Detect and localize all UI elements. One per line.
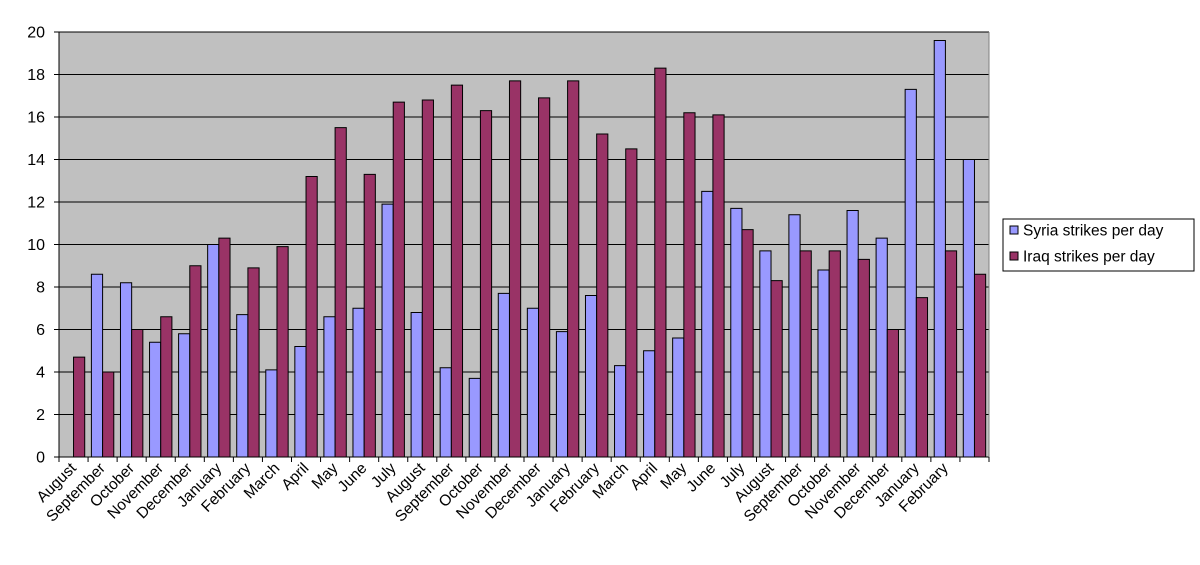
syria-bar-14 (468, 377, 481, 458)
iraq-bar-30 (944, 250, 958, 458)
syria-bar-8 (294, 346, 307, 458)
iraq-bar-3 (160, 316, 173, 458)
syria-bar-1 (90, 273, 104, 458)
iraq-bar-14 (479, 110, 493, 458)
x-tick-labels: AugustSeptemberOctoberNovemberDecemberJa… (34, 457, 990, 525)
syria-bar-12 (410, 312, 423, 458)
y-tick-label-4: 8 (36, 280, 45, 297)
legend-label-syria: Syria strikes per day (1023, 223, 1164, 240)
syria-bar-3 (149, 341, 162, 458)
iraq-bar-31 (973, 273, 987, 458)
syria-bar-18 (584, 295, 598, 458)
iraq-bar-17 (567, 80, 580, 458)
bars (73, 40, 987, 458)
iraq-bar-9 (334, 127, 347, 458)
iraq-bar-24 (770, 280, 783, 458)
legend-label-iraq: Iraq strikes per day (1023, 249, 1155, 266)
syria-bar-6 (236, 314, 249, 458)
x-tick-label-8: April (278, 460, 312, 494)
syria-bar-15 (497, 292, 510, 458)
iraq-bar-21 (683, 112, 696, 458)
iraq-bar-11 (392, 101, 405, 458)
y-tick-label-9: 18 (27, 67, 45, 84)
syria-bar-24 (759, 250, 772, 458)
syria-bar-5 (207, 244, 220, 458)
iraq-bar-1 (102, 371, 115, 458)
iraq-bar-23 (741, 229, 754, 458)
x-tick-label-20: April (627, 460, 661, 494)
x-tick-label-9: May (309, 460, 342, 493)
iraq-bar-15 (508, 80, 522, 458)
y-tick-label-10: 20 (27, 25, 45, 42)
iraq-bar-25 (799, 250, 812, 458)
syria-bar-29 (904, 88, 917, 458)
syria-bar-25 (788, 214, 801, 458)
iraq-bar-7 (276, 246, 289, 458)
syria-bar-28 (875, 237, 888, 458)
syria-bar-4 (178, 333, 191, 458)
syria-bar-22 (701, 190, 714, 458)
syria-bar-2 (119, 282, 133, 458)
syria-bar-27 (846, 210, 859, 458)
syria-bar-20 (643, 350, 656, 458)
iraq-bar-8 (305, 176, 318, 458)
legend-box (1002, 218, 1195, 272)
x-tick-label-21: May (657, 460, 690, 493)
syria-bar-23 (730, 207, 743, 458)
legend: Syria strikes per day Iraq strikes per d… (1002, 218, 1195, 272)
iraq-bar-12 (421, 99, 434, 458)
iraq-bar-22 (712, 114, 725, 458)
legend-swatch-syria (1009, 225, 1019, 235)
syria-bar-9 (323, 316, 336, 458)
iraq-bar-19 (625, 148, 638, 458)
y-tick-label-2: 4 (36, 365, 45, 382)
syria-bar-16 (526, 307, 540, 458)
iraq-bar-10 (363, 173, 376, 458)
iraq-bar-20 (654, 67, 667, 458)
syria-bar-26 (817, 269, 830, 458)
x-tick-label-22: June (683, 460, 719, 496)
y-tick-labels: 0 2 4 6 8 10 12 14 16 18 20 (27, 25, 59, 467)
iraq-bar-0 (73, 356, 86, 458)
iraq-bar-29 (915, 297, 929, 458)
iraq-bar-27 (857, 258, 870, 458)
y-tick-label-7: 14 (27, 152, 45, 169)
y-tick-label-3: 6 (36, 322, 45, 339)
syria-bar-31 (962, 159, 975, 458)
y-tick-label-8: 16 (27, 110, 45, 127)
iraq-bar-28 (886, 329, 899, 458)
iraq-bar-5 (218, 237, 231, 458)
y-tick-label-1: 2 (36, 407, 45, 424)
iraq-bar-16 (538, 97, 551, 458)
iraq-bar-13 (450, 84, 464, 458)
legend-swatch-iraq (1009, 251, 1019, 261)
x-tick-label-10: June (335, 460, 371, 496)
iraq-bar-6 (247, 267, 260, 458)
y-tick-label-6: 12 (27, 195, 45, 212)
syria-bar-19 (614, 365, 627, 458)
syria-bar-11 (381, 203, 394, 458)
syria-bar-13 (439, 367, 452, 458)
syria-bar-30 (933, 40, 946, 458)
syria-bar-21 (672, 337, 685, 458)
y-tick-label-0: 0 (36, 450, 45, 467)
iraq-bar-4 (189, 265, 202, 458)
iraq-bar-18 (596, 133, 609, 458)
iraq-bar-26 (828, 250, 841, 458)
syria-bar-17 (555, 331, 569, 458)
iraq-bar-2 (131, 329, 144, 458)
syria-bar-10 (352, 307, 365, 458)
syria-bar-7 (265, 369, 278, 458)
y-tick-label-5: 10 (27, 237, 45, 254)
